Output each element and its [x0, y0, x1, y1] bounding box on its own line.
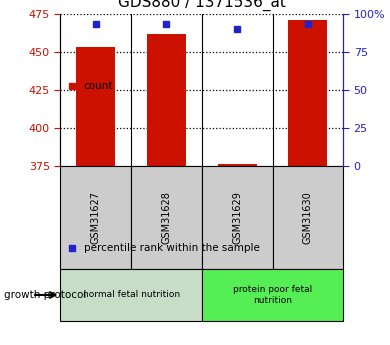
Bar	[289, 20, 327, 166]
Bar	[218, 164, 257, 166]
Text: GSM31630: GSM31630	[303, 191, 313, 244]
Bar	[131, 166, 202, 269]
Text: percentile rank within the sample: percentile rank within the sample	[84, 244, 260, 253]
Bar	[76, 47, 115, 166]
Title: GDS880 / 1371536_at: GDS880 / 1371536_at	[118, 0, 286, 11]
Text: normal fetal nutrition: normal fetal nutrition	[83, 290, 180, 299]
Text: count: count	[84, 81, 113, 91]
Bar	[273, 166, 343, 269]
Text: growth protocol: growth protocol	[4, 290, 86, 300]
Bar	[147, 33, 186, 166]
Bar	[60, 166, 131, 269]
Text: GSM31628: GSM31628	[161, 191, 172, 244]
Bar	[60, 269, 202, 321]
Bar	[202, 269, 343, 321]
Bar	[202, 166, 273, 269]
Text: protein poor fetal
nutrition: protein poor fetal nutrition	[233, 285, 312, 305]
Text: GSM31629: GSM31629	[232, 191, 242, 244]
Text: GSM31627: GSM31627	[91, 191, 101, 244]
